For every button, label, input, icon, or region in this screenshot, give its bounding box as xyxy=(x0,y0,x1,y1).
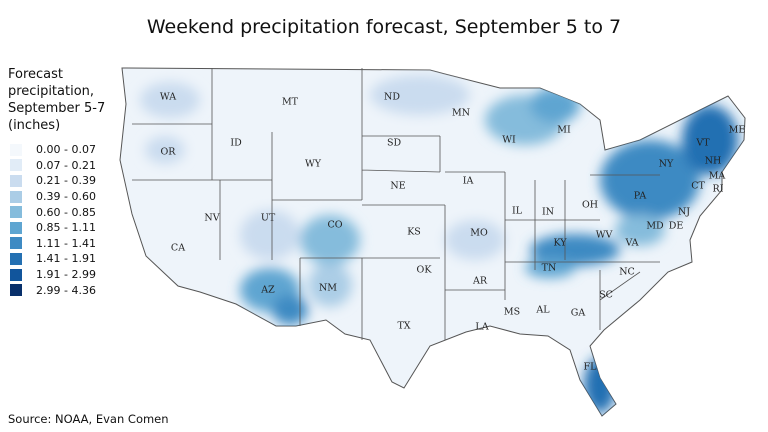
state-label: NH xyxy=(705,156,722,167)
legend-item: 0.00 - 0.07 xyxy=(10,142,96,158)
state-label: WI xyxy=(502,135,516,146)
legend-item: 0.39 - 0.60 xyxy=(10,189,96,205)
state-label: CA xyxy=(171,243,185,254)
us-outline xyxy=(119,67,746,417)
state-label: ME xyxy=(729,125,746,136)
source: Source: NOAA, Evan Comen xyxy=(8,412,169,426)
legend-swatch xyxy=(10,237,22,250)
state-label: WY xyxy=(305,159,322,170)
state-label: FL xyxy=(584,362,598,373)
legend-title: Forecast precipitation, September 5-7 (i… xyxy=(8,67,106,133)
legend-swatch xyxy=(10,268,22,281)
state-label: LA xyxy=(475,322,488,333)
state-label: DE xyxy=(669,221,684,232)
state-label: OH xyxy=(582,200,598,211)
legend-item: 0.21 - 0.39 xyxy=(10,173,96,189)
state-label: WV xyxy=(596,230,613,241)
state-label: NY xyxy=(659,159,674,170)
legend-swatch xyxy=(10,159,22,172)
legend-item: 0.60 - 0.85 xyxy=(10,204,96,220)
state-label: ND xyxy=(384,92,400,103)
map-title: Weekend precipitation forecast, Septembe… xyxy=(146,16,622,38)
state-label: TN xyxy=(542,263,557,274)
legend-item: 0.85 - 1.11 xyxy=(10,220,96,236)
state-label: ID xyxy=(230,138,242,149)
state-label: AR xyxy=(472,276,488,287)
legend-swatch xyxy=(10,284,22,297)
state-label: WA xyxy=(160,92,176,103)
state-label: IA xyxy=(463,176,474,187)
state-borders xyxy=(132,68,660,340)
state-label: OR xyxy=(161,147,177,158)
state-label: VT xyxy=(695,138,710,149)
state-label: NJ xyxy=(678,207,690,218)
legend-label: 2.99 - 4.36 xyxy=(36,283,96,297)
state-label: AL xyxy=(535,305,550,316)
legend-swatch xyxy=(10,252,22,265)
state-label: RI xyxy=(713,184,724,195)
state-label: PA xyxy=(634,191,647,202)
state-label: MS xyxy=(504,307,520,318)
state-label: VA xyxy=(624,238,638,249)
state-label: KY xyxy=(553,238,567,249)
legend-item: 1.11 - 1.41 xyxy=(10,236,96,252)
legend-swatch xyxy=(10,174,22,187)
legend-item: 2.99 - 4.36 xyxy=(10,282,96,298)
legend-item: 0.07 - 0.21 xyxy=(10,158,96,174)
state-label: NC xyxy=(619,267,635,278)
legend-swatch xyxy=(10,143,22,156)
state-label: SD xyxy=(387,138,402,149)
state-label: CO xyxy=(327,220,342,231)
state-label: MA xyxy=(709,171,726,182)
state-label: NE xyxy=(390,181,405,192)
legend-label: 0.00 - 0.07 xyxy=(36,143,96,157)
state-label: IL xyxy=(512,206,523,217)
legend-label: 0.39 - 0.60 xyxy=(36,190,96,204)
legend-label: 0.21 - 0.39 xyxy=(36,174,96,188)
legend-label: 1.11 - 1.41 xyxy=(36,236,96,250)
legend-label: 0.07 - 0.21 xyxy=(36,158,96,172)
state-label: SC xyxy=(599,290,613,301)
legend: 0.00 - 0.07 0.07 - 0.21 0.21 - 0.39 0.39 - … xyxy=(10,142,96,298)
state-label: UT xyxy=(261,213,276,224)
state-label: MI xyxy=(557,125,571,136)
state-label: IN xyxy=(542,207,554,218)
state-label: NV xyxy=(204,213,219,224)
state-label: MT xyxy=(282,97,299,108)
state-label: GA xyxy=(571,308,586,319)
legend-swatch xyxy=(10,206,22,219)
state-label: MN xyxy=(452,108,470,119)
legend-swatch xyxy=(10,221,22,234)
state-label: CT xyxy=(691,181,705,192)
state-label: OK xyxy=(417,265,433,276)
legend-label: 1.91 - 2.99 xyxy=(36,268,96,282)
state-label: AZ xyxy=(260,285,275,296)
legend-swatch xyxy=(10,190,22,203)
legend-item: 1.91 - 2.99 xyxy=(10,267,96,283)
precip-shading xyxy=(140,75,738,413)
state-label: KS xyxy=(407,227,421,238)
legend-label: 0.85 - 1.11 xyxy=(36,221,96,235)
state-label: TX xyxy=(397,321,410,332)
state-label: MO xyxy=(470,228,488,239)
legend-item: 1.41 - 1.91 xyxy=(10,251,96,267)
legend-label: 0.60 - 0.85 xyxy=(36,205,96,219)
state-label: NM xyxy=(319,283,337,294)
state-label: MD xyxy=(646,221,664,232)
legend-label: 1.41 - 1.91 xyxy=(36,252,96,266)
